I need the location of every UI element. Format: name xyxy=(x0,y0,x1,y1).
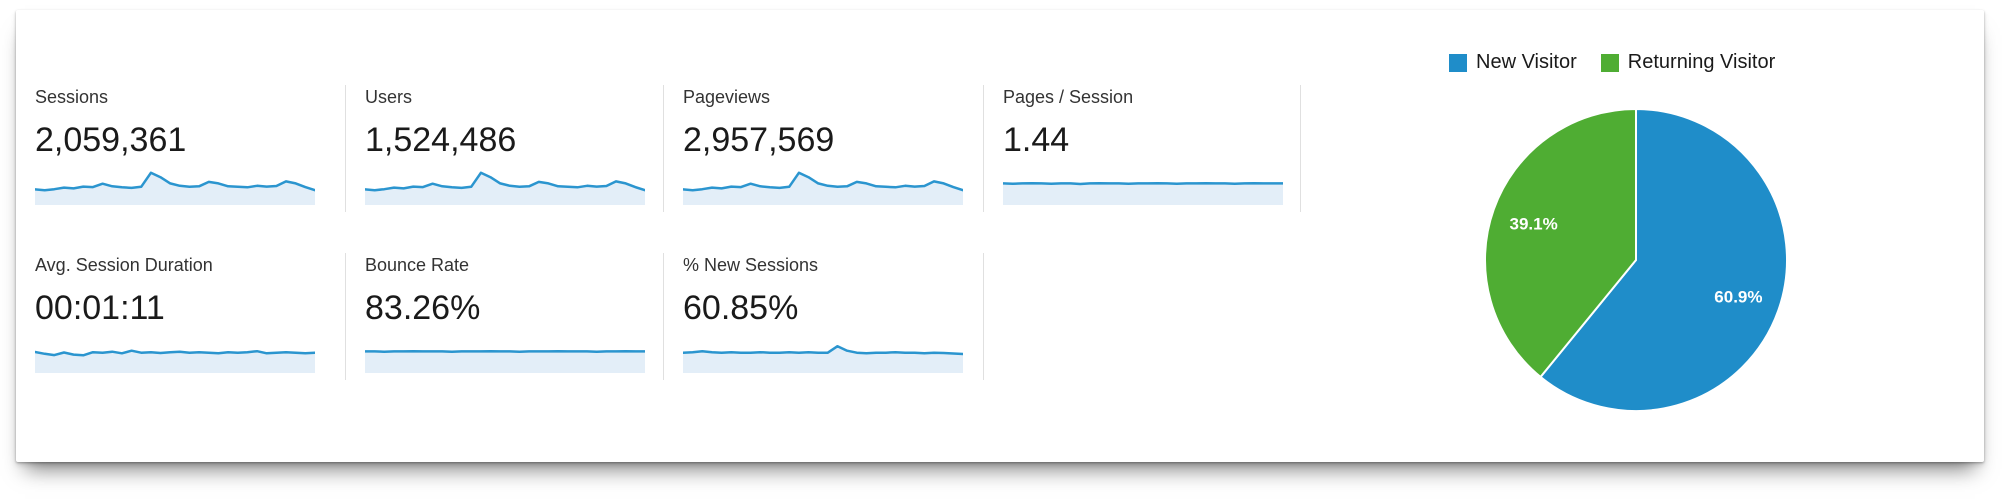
pie-slice-returning-visitor xyxy=(1484,108,1637,378)
metric-value: 2,059,361 xyxy=(35,121,187,159)
legend-item-new-visitor: New Visitor xyxy=(1449,51,1577,74)
returning-visitor-swatch-icon xyxy=(1600,53,1619,72)
metric-value: 1,524,486 xyxy=(365,121,517,159)
metric-value: 1.44 xyxy=(1003,121,1070,159)
sparkline-chart-users xyxy=(365,171,645,205)
legend-label: New Visitor xyxy=(1476,51,1577,73)
sparkline-area xyxy=(683,172,963,205)
sparkline-line xyxy=(35,171,315,192)
metrics-row-1: Sessions 2,059,361 Users 1,524,486 Pagev… xyxy=(16,85,1301,212)
pie-slice-label: 60.9% xyxy=(1714,288,1762,307)
sparkline-chart-sessions xyxy=(35,171,315,205)
sparkline-chart-bounce-rate xyxy=(365,349,645,373)
sparkline-line xyxy=(683,171,963,192)
sparkline-chart-percent-new-sessions xyxy=(683,344,963,373)
metric-value: 60.85% xyxy=(683,289,799,327)
metric-value: 2,957,569 xyxy=(683,121,835,159)
new-visitor-swatch-icon xyxy=(1449,53,1467,72)
sparkline-area xyxy=(35,172,315,205)
metrics-row-2: Avg. Session Duration 00:01:11 Bounce Ra… xyxy=(16,253,984,380)
metric-value: 83.26% xyxy=(365,289,481,327)
sparkline-line xyxy=(683,344,963,356)
sparkline-line xyxy=(365,171,645,192)
pie-legend: New Visitor Returning Visitor xyxy=(1449,51,1799,74)
pie-slice-new-visitor xyxy=(1539,108,1788,412)
metric-card-percent-new-sessions: % New Sessions 60.85% xyxy=(664,253,984,380)
metric-label: % New Sessions xyxy=(683,255,819,275)
metric-card-pages-per-session: Pages / Session 1.44 xyxy=(984,85,1301,212)
sparkline-chart-avg-session-duration xyxy=(35,349,315,373)
legend-label: Returning Visitor xyxy=(1627,51,1776,73)
metric-card-bounce-rate: Bounce Rate 83.26% xyxy=(346,253,664,380)
sparkline-line xyxy=(35,349,315,357)
metric-label: Sessions xyxy=(35,87,109,107)
metric-label: Pages / Session xyxy=(1003,87,1134,107)
sparkline-line xyxy=(365,349,645,353)
legend-item-returning-visitor: Returning Visitor xyxy=(1600,51,1776,74)
metric-card-avg-session-duration: Avg. Session Duration 00:01:11 xyxy=(16,253,346,380)
metric-card-pageviews: Pageviews 2,957,569 xyxy=(664,85,984,212)
metric-card-sessions: Sessions 2,059,361 xyxy=(16,85,346,212)
metric-label: Pageviews xyxy=(683,87,771,107)
sparkline-area xyxy=(683,346,963,373)
metric-label: Users xyxy=(365,87,413,107)
pie-chart-visitor-type: 60.9% 39.1% xyxy=(1484,108,1788,412)
sparkline-area xyxy=(35,350,315,373)
overview-card: New Visitor Returning Visitor Sessions 2… xyxy=(16,10,1984,462)
pie-slice-label: 39.1% xyxy=(1509,215,1557,234)
sparkline-area xyxy=(365,351,645,373)
sparkline-line xyxy=(1003,181,1283,186)
sparkline-chart-pageviews xyxy=(683,171,963,205)
sparkline-chart-pages-per-session xyxy=(1003,181,1283,205)
sparkline-area xyxy=(365,172,645,205)
metric-card-users: Users 1,524,486 xyxy=(346,85,664,212)
sparkline-area xyxy=(1003,183,1283,205)
metric-label: Bounce Rate xyxy=(365,255,470,275)
metric-value: 00:01:11 xyxy=(35,289,165,327)
metric-label: Avg. Session Duration xyxy=(35,255,213,275)
